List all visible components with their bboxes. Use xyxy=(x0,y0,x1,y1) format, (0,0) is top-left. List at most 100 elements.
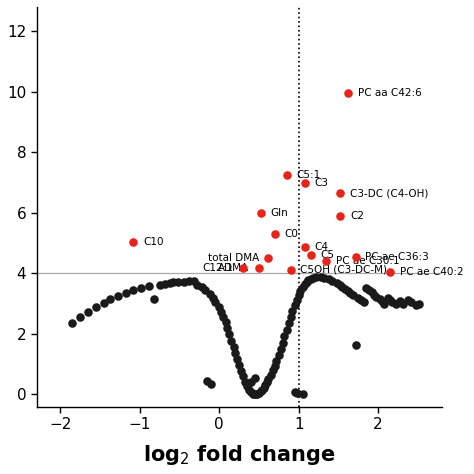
Point xyxy=(320,274,328,282)
Point xyxy=(271,362,279,369)
Point xyxy=(185,277,193,285)
Point xyxy=(222,319,229,326)
Point xyxy=(246,386,253,394)
Point xyxy=(287,266,294,273)
Point xyxy=(249,390,256,398)
Point xyxy=(307,251,314,258)
Text: PC aa C42:6: PC aa C42:6 xyxy=(358,88,422,98)
Text: C10: C10 xyxy=(144,237,164,246)
Point xyxy=(243,379,251,387)
Text: C3: C3 xyxy=(315,178,328,188)
Point xyxy=(190,277,198,285)
Point xyxy=(166,279,174,287)
Point xyxy=(257,388,264,395)
Point xyxy=(352,342,360,349)
Text: PC ae C36:3: PC ae C36:3 xyxy=(365,252,429,262)
Point xyxy=(251,374,259,382)
Text: PC ae C40:2: PC ae C40:2 xyxy=(400,267,463,277)
Point xyxy=(84,308,92,316)
Point xyxy=(156,281,164,289)
Point xyxy=(219,313,227,321)
Point xyxy=(349,292,356,299)
Point xyxy=(303,278,310,286)
Point xyxy=(247,388,255,396)
Point xyxy=(378,297,386,305)
Point xyxy=(328,277,336,285)
Point xyxy=(217,308,225,316)
Point xyxy=(285,319,293,327)
Point xyxy=(283,171,291,179)
Point xyxy=(289,307,296,315)
Point xyxy=(352,253,360,261)
Point xyxy=(92,303,100,311)
Point xyxy=(225,331,233,338)
Point xyxy=(336,189,344,197)
Point xyxy=(277,345,285,353)
Point xyxy=(408,298,415,306)
Point xyxy=(228,337,235,344)
Point xyxy=(307,275,314,283)
Point xyxy=(69,319,76,327)
Point xyxy=(287,313,294,321)
Point xyxy=(299,390,306,398)
Text: C12:1: C12:1 xyxy=(203,263,234,273)
Point xyxy=(376,295,383,303)
Point xyxy=(389,298,396,306)
Text: C5: C5 xyxy=(320,250,334,260)
Point xyxy=(130,286,137,294)
Point xyxy=(301,179,309,186)
Point xyxy=(365,286,373,294)
Point xyxy=(262,382,269,389)
Point xyxy=(252,391,260,398)
Point xyxy=(264,254,272,261)
Point xyxy=(235,361,243,369)
Point xyxy=(216,303,223,311)
Point xyxy=(273,357,280,365)
Point xyxy=(360,298,367,306)
Point xyxy=(341,285,348,293)
Point xyxy=(241,378,248,385)
Point xyxy=(271,230,279,238)
Point xyxy=(247,378,255,385)
Point xyxy=(312,273,320,281)
Point xyxy=(412,301,420,309)
Point xyxy=(198,283,206,291)
Point xyxy=(392,301,399,308)
Point xyxy=(193,281,201,289)
Point xyxy=(239,373,247,380)
X-axis label: log$_2$ fold change: log$_2$ fold change xyxy=(143,443,336,467)
Point xyxy=(281,332,288,340)
Point xyxy=(137,284,145,292)
Point xyxy=(400,301,407,308)
Point xyxy=(323,257,330,264)
Point xyxy=(386,296,394,304)
Point xyxy=(169,279,177,286)
Point xyxy=(255,264,263,272)
Point xyxy=(344,90,352,97)
Point xyxy=(269,366,277,374)
Point xyxy=(299,283,306,291)
Point xyxy=(237,367,245,374)
Point xyxy=(397,297,404,305)
Text: C2: C2 xyxy=(350,211,365,221)
Point xyxy=(254,390,261,398)
Point xyxy=(296,287,304,295)
Point xyxy=(223,325,231,332)
Point xyxy=(336,281,344,289)
Point xyxy=(368,288,375,296)
Point xyxy=(346,289,354,297)
Text: C5:1: C5:1 xyxy=(296,170,320,180)
Point xyxy=(239,264,247,272)
Point xyxy=(317,273,325,281)
Point xyxy=(263,379,271,386)
Point xyxy=(230,343,237,350)
Point xyxy=(250,391,258,398)
Point xyxy=(404,296,412,304)
Point xyxy=(279,339,287,347)
Text: C0: C0 xyxy=(284,229,298,239)
Point xyxy=(333,279,341,287)
Point xyxy=(258,386,266,394)
Text: ADMA: ADMA xyxy=(219,263,249,273)
Point xyxy=(211,298,219,306)
Point xyxy=(275,351,283,359)
